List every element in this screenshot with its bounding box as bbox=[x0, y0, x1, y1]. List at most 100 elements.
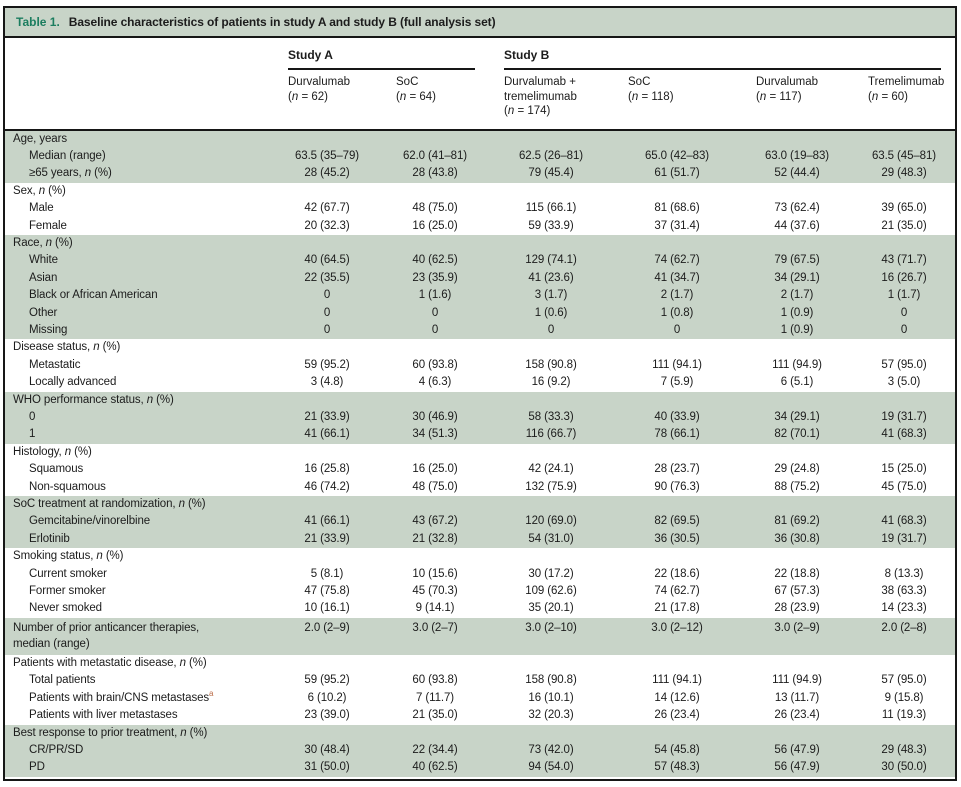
arm-name: SoC bbox=[628, 76, 651, 88]
table-cell: 111 (94.1) bbox=[652, 358, 702, 371]
table-cell: 7 (11.7) bbox=[416, 691, 454, 704]
table-section: Race, n (%) White 40 (64.5) 40 (62.5) 129 (7… bbox=[5, 234, 955, 340]
table-cell: 1 (0.8) bbox=[660, 306, 694, 319]
table-row: PD 31 (50.0) 40 (62.5) 94 (54.0) 57 (48.3) 56… bbox=[5, 759, 955, 776]
table-cell: 1 (1.6) bbox=[418, 289, 452, 302]
spacer bbox=[5, 75, 273, 119]
table-cell: 129 (74.1) bbox=[525, 254, 577, 267]
table-cell: 2 (1.7) bbox=[780, 289, 814, 302]
table-cell: 0 bbox=[900, 323, 908, 336]
table-cell: 158 (90.8) bbox=[525, 674, 577, 687]
row-label: Non-squamous bbox=[29, 480, 106, 493]
table-row: Patients with metastatic disease, n (%) bbox=[5, 655, 955, 672]
table-cell: 3 (5.0) bbox=[887, 376, 921, 389]
table-cell: 46 (74.2) bbox=[304, 480, 350, 493]
table-cell: 82 (70.1) bbox=[774, 428, 820, 441]
table-section: Number of prior anticancer therapies, me… bbox=[5, 617, 955, 655]
table-cell: 1 (0.6) bbox=[534, 306, 568, 319]
table-cell: 0 bbox=[431, 306, 439, 319]
table-cell: 59 (95.2) bbox=[304, 358, 350, 371]
table-cell: 21 (33.9) bbox=[304, 532, 350, 545]
table-cell: 67 (57.3) bbox=[774, 585, 820, 598]
table-cell: 26 (23.4) bbox=[774, 709, 820, 722]
arm-name: Durvalumab bbox=[288, 76, 350, 88]
table-cell: 56 (47.9) bbox=[774, 743, 820, 756]
table-cell: 34 (29.1) bbox=[774, 271, 820, 284]
table-cell: 2 (1.7) bbox=[660, 289, 694, 302]
table-row: Never smoked 10 (16.1) 9 (14.1) 35 (20.1) 21… bbox=[5, 600, 955, 617]
table-cell: 21 (35.0) bbox=[412, 709, 458, 722]
table-cell: 111 (94.9) bbox=[772, 674, 822, 687]
table-cell: 39 (65.0) bbox=[881, 202, 927, 215]
table-cell: 65.0 (42–83) bbox=[644, 149, 709, 162]
study-b-label: Study B bbox=[504, 47, 941, 70]
column-header-study-a-durvalumab: Durvalumab (n = 62) bbox=[273, 75, 381, 119]
table-cell: 2.0 (2–9) bbox=[304, 621, 350, 634]
row-label: Asian bbox=[29, 271, 58, 284]
table-cell: 111 (94.1) bbox=[652, 674, 702, 687]
table-cell: 43 (71.7) bbox=[881, 254, 927, 267]
arm-name: SoC bbox=[396, 76, 419, 88]
table-row: Asian 22 (35.5) 23 (35.9) 41 (23.6) 41 (34.7… bbox=[5, 270, 955, 287]
section-header: Smoking status, n (%) bbox=[13, 550, 124, 563]
table-cell: 16 (26.7) bbox=[881, 271, 927, 284]
table-row: 1 41 (66.1) 34 (51.3) 116 (66.7) 78 (66.1) 82… bbox=[5, 426, 955, 443]
table-cell: 30 (46.9) bbox=[412, 411, 458, 423]
table-cell: 57 (95.0) bbox=[881, 358, 927, 371]
study-a-group: Study A bbox=[273, 47, 489, 70]
table-cell: 43 (67.2) bbox=[412, 515, 458, 528]
table-cell: 6 (10.2) bbox=[307, 691, 347, 704]
table-cell: 29 (48.3) bbox=[881, 167, 927, 180]
table-row: Gemcitabine/vinorelbine 41 (66.1) 43 (67.2… bbox=[5, 513, 955, 530]
table-row: Black or African American 0 1 (1.6) 3 (1.7)… bbox=[5, 287, 955, 304]
table-cell: 14 (23.3) bbox=[881, 602, 927, 615]
table-row: Erlotinib 21 (33.9) 21 (32.8) 54 (31.0) 36 (… bbox=[5, 531, 955, 548]
row-label: CR/PR/SD bbox=[29, 743, 84, 756]
table-cell: 32 (20.3) bbox=[528, 709, 574, 722]
table-cell: 79 (45.4) bbox=[528, 167, 574, 180]
table-row: CR/PR/SD 30 (48.4) 22 (34.4) 73 (42.0) 54 (4… bbox=[5, 742, 955, 759]
column-header-study-b-tremelimumab: Tremelimumab (n = 60) bbox=[853, 75, 955, 119]
table-cell: 3.0 (2–12) bbox=[651, 621, 703, 634]
row-label: Locally advanced bbox=[29, 376, 117, 389]
table-section: WHO performance status, n (%) 0 21 (33.9) 3… bbox=[5, 391, 955, 444]
arm-n: (n = 64) bbox=[396, 90, 436, 103]
table-cell: 40 (62.5) bbox=[412, 761, 458, 774]
table-row: WHO performance status, n (%) bbox=[5, 392, 955, 409]
table-cell: 3.0 (2–9) bbox=[774, 621, 820, 634]
table-row: Other 0 0 1 (0.6) 1 (0.8) 1 (0.9) 0 bbox=[5, 305, 955, 322]
table-cell: 48 (75.0) bbox=[412, 480, 458, 493]
table-cell: 20 (32.3) bbox=[304, 219, 350, 232]
table-cell: 41 (68.3) bbox=[881, 515, 927, 528]
table-cell: 48 (75.0) bbox=[412, 202, 458, 215]
table-row: Sex, n (%) bbox=[5, 183, 955, 200]
table-cell: 28 (23.7) bbox=[654, 463, 700, 476]
table-cell: 3.0 (2–10) bbox=[525, 621, 577, 634]
arm-n: (n = 174) bbox=[504, 105, 551, 117]
table-cell: 9 (15.8) bbox=[884, 691, 924, 704]
row-label: Other bbox=[29, 306, 58, 319]
table-section: Patients with metastatic disease, n (%) T… bbox=[5, 654, 955, 725]
table-cell: 21 (17.8) bbox=[654, 602, 700, 615]
table-row: Non-squamous 46 (74.2) 48 (75.0) 132 (75.9)… bbox=[5, 479, 955, 496]
row-label: Current smoker bbox=[29, 567, 107, 580]
table-cell: 57 (95.0) bbox=[881, 674, 927, 687]
table-cell: 28 (43.8) bbox=[412, 167, 458, 180]
table-cell: 23 (35.9) bbox=[412, 271, 458, 284]
table-cell: 4 (6.3) bbox=[418, 376, 452, 389]
table-row: Best response to prior treatment, n (%) bbox=[5, 725, 955, 742]
table-cell: 62.5 (26–81) bbox=[518, 149, 583, 162]
table-cell: 40 (62.5) bbox=[412, 254, 458, 267]
table-cell: 16 (25.8) bbox=[304, 463, 350, 476]
section-header: WHO performance status, n (%) bbox=[13, 393, 174, 406]
table-cell: 81 (68.6) bbox=[654, 202, 700, 215]
table-cell: 34 (29.1) bbox=[774, 411, 820, 423]
section-header: SoC treatment at randomization, n (%) bbox=[13, 498, 206, 511]
table-number: Table 1. bbox=[16, 15, 60, 29]
table-cell: 21 (32.8) bbox=[412, 532, 458, 545]
table-cell: 116 (66.7) bbox=[525, 428, 577, 441]
table-cell: 41 (34.7) bbox=[654, 271, 700, 284]
table-cell: 58 (33.3) bbox=[528, 411, 574, 423]
table-cell: 44 (37.6) bbox=[774, 219, 820, 232]
table-cell: 59 (95.2) bbox=[304, 674, 350, 687]
